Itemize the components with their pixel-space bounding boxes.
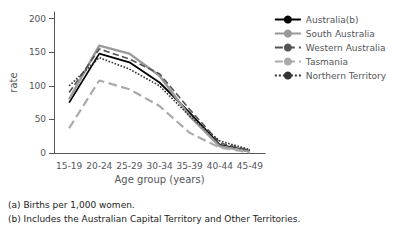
- svg-text:(b) Includes the Australian Ca: (b) Includes the Australian Capital Terr…: [8, 214, 300, 224]
- svg-text:Australia(b): Australia(b): [306, 15, 359, 25]
- svg-text:Northern Territory: Northern Territory: [306, 71, 387, 81]
- svg-text:40-44: 40-44: [207, 161, 233, 171]
- svg-text:20-24: 20-24: [86, 161, 112, 171]
- svg-text:25-29: 25-29: [116, 161, 142, 171]
- svg-text:100: 100: [29, 81, 46, 91]
- svg-text:Western Australia: Western Australia: [306, 43, 386, 53]
- svg-text:30-34: 30-34: [146, 161, 172, 171]
- svg-text:South Australia: South Australia: [306, 29, 375, 39]
- svg-text:200: 200: [29, 14, 46, 24]
- svg-text:50: 50: [35, 114, 47, 124]
- svg-text:0: 0: [40, 148, 46, 158]
- svg-text:150: 150: [29, 47, 46, 57]
- svg-text:(a) Births per 1,000 women.: (a) Births per 1,000 women.: [8, 200, 135, 210]
- svg-text:rate: rate: [8, 72, 19, 92]
- svg-text:Age group (years): Age group (years): [115, 174, 205, 185]
- svg-text:15-19: 15-19: [56, 161, 82, 171]
- svg-text:45-49: 45-49: [237, 161, 263, 171]
- svg-text:Tasmania: Tasmania: [305, 57, 348, 67]
- svg-text:35-39: 35-39: [177, 161, 203, 171]
